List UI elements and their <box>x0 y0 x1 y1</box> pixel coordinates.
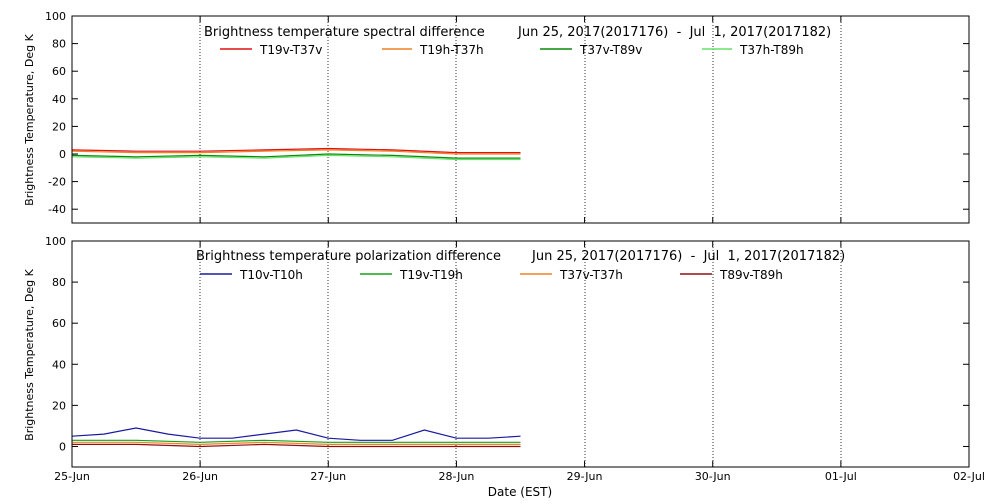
top-y-ticks: -40 -20 0 20 40 60 80 100 <box>45 10 970 223</box>
y-tick-label: 20 <box>52 120 66 133</box>
x-tick-label: 01-Jul <box>825 470 857 483</box>
bottom-plot-frame <box>71 240 970 468</box>
legend-label: T37v-T37h <box>559 268 623 282</box>
y-tick-label: 100 <box>45 10 66 23</box>
bottom-series-line-2 <box>72 441 521 446</box>
y-tick-label: 80 <box>52 276 66 289</box>
top-series-lines <box>71 147 521 161</box>
bottom-series-line-1 <box>72 439 521 443</box>
legend-label: T10v-T10h <box>239 268 303 282</box>
top-series-line-0 <box>71 147 521 154</box>
legend-label: T37h-T89h <box>739 43 804 57</box>
bottom-panel: 0 20 40 60 80 100 25-Jun 26-Jun 27-Jun 28-Jun 29-… <box>23 235 985 499</box>
x-tick-label: 02-Jul <box>953 470 985 483</box>
y-tick-label: -40 <box>48 203 66 216</box>
top-panel: -40 -20 0 20 40 60 80 100 Brightness temperatur… <box>23 10 970 224</box>
y-tick-label: 40 <box>52 358 66 371</box>
x-axis-label: Date (EST) <box>488 485 552 499</box>
bottom-legend: T10v-T10h T19v-T19h T37v-T37h T89v-T89h <box>200 268 783 282</box>
top-series-line-2 <box>71 153 521 159</box>
y-tick-label: 20 <box>52 399 66 412</box>
y-tick-label: 0 <box>59 440 66 453</box>
top-series-line-1 <box>71 149 521 155</box>
top-date-range: Jun 25, 2017(2017176) - Jul 1, 2017(2017… <box>517 25 831 40</box>
top-plot-frame <box>71 15 970 224</box>
bottom-series-lines <box>71 427 521 448</box>
x-tick-label: 27-Jun <box>310 470 346 483</box>
bottom-date-range: Jun 25, 2017(2017176) - Jul 1, 2017(2017… <box>531 249 845 264</box>
x-tick-label: 28-Jun <box>439 470 475 483</box>
x-tick-label: 26-Jun <box>182 470 218 483</box>
bottom-series-line-0 <box>71 427 521 441</box>
y-tick-label: 100 <box>45 235 66 248</box>
y-tick-label: 0 <box>59 148 66 161</box>
x-tick-label: 25-Jun <box>54 470 90 483</box>
legend-label: T89v-T89h <box>719 268 783 282</box>
y-tick-label: 60 <box>52 65 66 78</box>
x-tick-label: 29-Jun <box>567 470 603 483</box>
top-y-axis-label: Brightness Temperature, Deg K <box>23 33 36 205</box>
bottom-x-ticks: 25-Jun 26-Jun 27-Jun 28-Jun 29-Jun 30-Jun 01-J… <box>54 241 985 483</box>
top-series-line-3 <box>71 154 521 161</box>
bottom-series-line-3 <box>72 443 521 448</box>
bottom-y-axis-label: Brightness Temperature, Deg K <box>23 268 36 440</box>
top-chart-title: Brightness temperature spectral differen… <box>204 25 485 40</box>
x-tick-label: 30-Jun <box>695 470 731 483</box>
y-tick-label: 80 <box>52 38 66 51</box>
y-tick-label: 60 <box>52 317 66 330</box>
y-tick-label: -20 <box>48 176 66 189</box>
legend-label: T19h-T37h <box>419 43 484 57</box>
legend-label: T37v-T89v <box>579 43 642 57</box>
legend-label: T19v-T19h <box>399 268 463 282</box>
bottom-y-ticks: 0 20 40 60 80 100 <box>45 235 969 453</box>
top-legend: T19v-T37v T19h-T37h T37v-T89v T37h-T89h <box>220 43 804 57</box>
legend-label: T19v-T37v <box>259 43 322 57</box>
bottom-chart-title: Brightness temperature polarization diff… <box>196 249 501 264</box>
y-tick-label: 40 <box>52 93 66 106</box>
